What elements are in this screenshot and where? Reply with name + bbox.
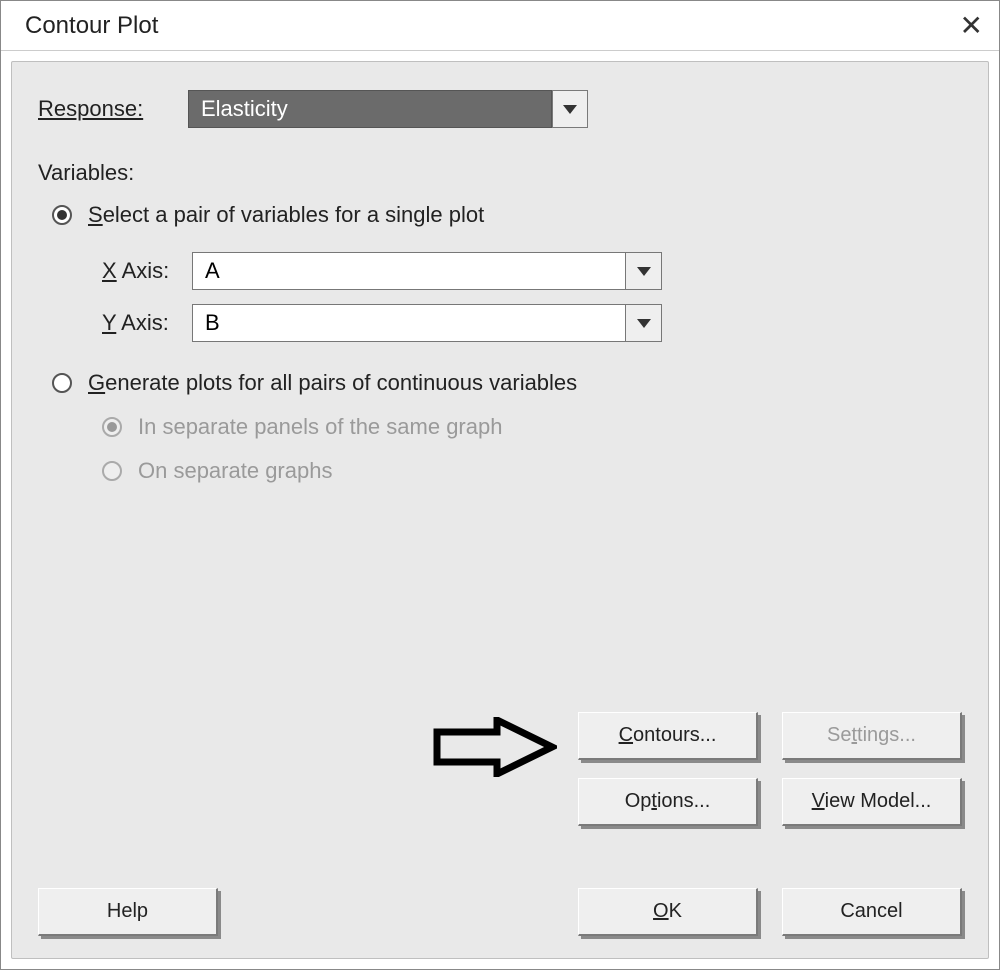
sub-radio-block: In separate panels of the same graph On …	[38, 414, 962, 484]
radio-separate-graphs-label: On separate graphs	[138, 458, 332, 484]
arrow-icon	[427, 717, 557, 777]
options-button[interactable]: Options...	[578, 778, 758, 826]
x-axis-dropdown[interactable]: A	[192, 252, 662, 290]
chevron-down-icon	[563, 105, 577, 114]
x-axis-row: X Axis: A	[102, 252, 962, 290]
radio-separate-panels-label: In separate panels of the same graph	[138, 414, 502, 440]
settings-button: Settings...	[782, 712, 962, 760]
contour-plot-dialog: Contour Plot ✕ Response: Elasticity Vari…	[0, 0, 1000, 970]
chevron-down-icon	[637, 319, 651, 328]
ok-button[interactable]: OK	[578, 888, 758, 936]
button-grid: Contours... Settings... Options... View …	[578, 712, 962, 826]
response-dropdown[interactable]: Elasticity	[188, 90, 588, 128]
contours-button[interactable]: Contours...	[578, 712, 758, 760]
response-value: Elasticity	[188, 90, 552, 128]
bottom-right: OK Cancel	[578, 888, 962, 936]
radio-single-plot[interactable]: Select a pair of variables for a single …	[38, 202, 962, 228]
y-axis-label: Y Axis:	[102, 310, 192, 336]
x-axis-label: X Axis:	[102, 258, 192, 284]
help-button[interactable]: Help	[38, 888, 218, 936]
radio-icon	[102, 461, 122, 481]
y-axis-dropdown[interactable]: B	[192, 304, 662, 342]
cancel-button[interactable]: Cancel	[782, 888, 962, 936]
radio-icon	[52, 373, 72, 393]
response-row: Response: Elasticity	[38, 90, 962, 128]
response-label: Response:	[38, 96, 188, 122]
dialog-body: Response: Elasticity Variables: Select a…	[11, 61, 989, 959]
radio-all-pairs-label: Generate plots for all pairs of continuo…	[88, 370, 577, 396]
titlebar: Contour Plot ✕	[1, 1, 999, 51]
radio-icon	[52, 205, 72, 225]
window-title: Contour Plot	[25, 12, 158, 40]
x-axis-value: A	[192, 252, 626, 290]
chevron-down-icon	[637, 267, 651, 276]
close-icon[interactable]: ✕	[960, 12, 983, 40]
axis-block: X Axis: A Y Axis: B	[38, 252, 962, 342]
view-model-button[interactable]: View Model...	[782, 778, 962, 826]
radio-icon	[102, 417, 122, 437]
x-axis-dropdown-button[interactable]	[626, 252, 662, 290]
y-axis-dropdown-button[interactable]	[626, 304, 662, 342]
bottom-row: Help OK Cancel	[38, 888, 962, 936]
radio-separate-panels: In separate panels of the same graph	[102, 414, 962, 440]
variables-label: Variables:	[38, 160, 962, 186]
y-axis-row: Y Axis: B	[102, 304, 962, 342]
radio-all-pairs[interactable]: Generate plots for all pairs of continuo…	[38, 370, 962, 396]
response-dropdown-button[interactable]	[552, 90, 588, 128]
radio-separate-graphs: On separate graphs	[102, 458, 962, 484]
radio-single-plot-label: Select a pair of variables for a single …	[88, 202, 484, 228]
y-axis-value: B	[192, 304, 626, 342]
